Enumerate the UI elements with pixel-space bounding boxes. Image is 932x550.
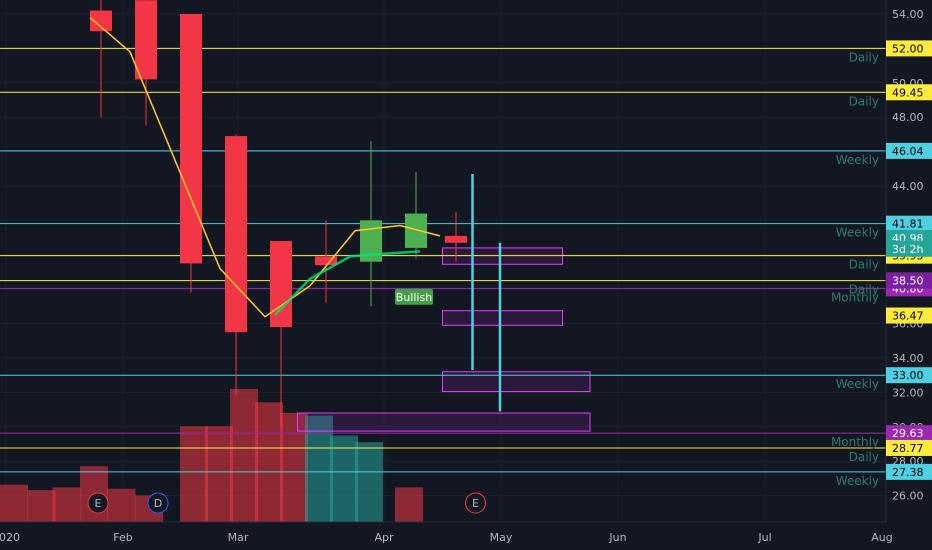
zone-box [442, 310, 563, 326]
time-tick-label: Mar [228, 531, 249, 544]
volume-bar [27, 490, 56, 522]
volume-bar [52, 487, 81, 522]
volume-bar [255, 402, 283, 522]
candle-body[interactable] [225, 136, 247, 333]
price-tick-label: 26.00 [892, 490, 924, 503]
candles[interactable] [90, 0, 467, 427]
level-tag [886, 142, 932, 159]
candle-body[interactable] [180, 14, 202, 264]
level-tag [886, 40, 932, 57]
volume-bar [330, 435, 358, 522]
time-tick-label: Jul [757, 531, 771, 544]
candle-body[interactable] [445, 235, 467, 243]
volume-bar [0, 484, 28, 522]
level-tag-label: 49.45 [892, 86, 924, 99]
volume-bar [355, 442, 383, 522]
price-tag [886, 307, 932, 324]
annotations: Bullish [395, 288, 433, 305]
price-tick-label: 48.00 [892, 111, 924, 124]
level-period-labels: DailyDailyWeeklyWeeklyDailyDailyMonthlyW… [831, 50, 879, 487]
level-tag-label: 28.77 [892, 442, 924, 455]
event-marker-label: E [472, 497, 479, 510]
level-period-label: Weekly [836, 153, 879, 167]
candle-body[interactable] [360, 220, 382, 262]
price-tick-label: 44.00 [892, 180, 924, 193]
volume-bar [230, 389, 258, 522]
time-axis[interactable] [0, 522, 932, 550]
level-period-label: Weekly [836, 377, 879, 391]
event-marker[interactable] [87, 492, 109, 514]
bullish-trend-line [274, 250, 421, 316]
level-period-label: Weekly [836, 474, 879, 488]
price-tag-label: 38.50 [892, 275, 924, 288]
level-tag [886, 367, 932, 384]
time-tick-label: Aug [871, 531, 892, 544]
event-marker-label: D [154, 497, 162, 510]
price-tick-label: 32.00 [892, 386, 924, 399]
level-tag-label: 33.00 [892, 369, 924, 382]
level-period-label: Daily [849, 283, 879, 297]
level-tag [886, 439, 932, 456]
candle-body[interactable] [270, 241, 292, 328]
price-tag [886, 240, 932, 257]
time-tick-label: Jun [608, 531, 626, 544]
volume-bar [107, 488, 136, 522]
level-lines [0, 47, 886, 473]
level-tag [886, 215, 932, 232]
level-period-label: Daily [849, 50, 879, 64]
volume-bar [205, 426, 233, 522]
annotation-box [395, 288, 433, 305]
vertical-markers [471, 173, 502, 412]
zone-box [297, 412, 591, 432]
level-tag [886, 84, 932, 101]
level-period-label: Daily [849, 94, 879, 108]
price-tag-label: 36.47 [892, 310, 924, 323]
level-tag-label: 29.63 [892, 427, 924, 440]
level-tag-label: 41.81 [892, 218, 924, 231]
time-axis-ticks: 2020 Feb Mar Apr May Jun Jul Aug [0, 531, 893, 544]
level-period-label: Daily [849, 258, 879, 272]
time-tick-label: Feb [113, 531, 132, 544]
price-tag-label: 3d 2h [892, 243, 923, 256]
moving-average-line [89, 16, 441, 318]
candle-body[interactable] [90, 10, 112, 32]
level-tag-label: 52.00 [892, 42, 924, 55]
level-period-label: Monthly [831, 435, 879, 449]
price-tick-label: 34.00 [892, 352, 924, 365]
event-marker-label: E [95, 497, 102, 510]
price-tick-label: 54.00 [892, 8, 924, 21]
level-period-label: Daily [849, 450, 879, 464]
volume-bar [395, 487, 423, 522]
level-tag-label: 46.04 [892, 145, 924, 158]
candle-body[interactable] [405, 213, 427, 248]
candle-body[interactable] [135, 0, 157, 80]
volume-bar [180, 426, 208, 522]
time-tick-label: Apr [374, 531, 394, 544]
annotation-label: Bullish [396, 291, 432, 304]
level-period-label: Weekly [836, 226, 879, 240]
level-tag [886, 463, 932, 480]
event-marker[interactable] [465, 492, 486, 514]
time-tick-label: May [490, 531, 513, 544]
time-tick-label: 2020 [0, 531, 20, 544]
level-tag [886, 425, 932, 442]
bullish-line [274, 250, 421, 316]
level-tag-label: 27.38 [892, 466, 924, 479]
event-marker[interactable] [147, 492, 169, 514]
candle-body[interactable] [315, 256, 337, 266]
moving-average [89, 16, 441, 318]
price-tag [886, 272, 932, 289]
level-period-label: Monthly [831, 290, 879, 304]
zone-box [442, 371, 591, 393]
